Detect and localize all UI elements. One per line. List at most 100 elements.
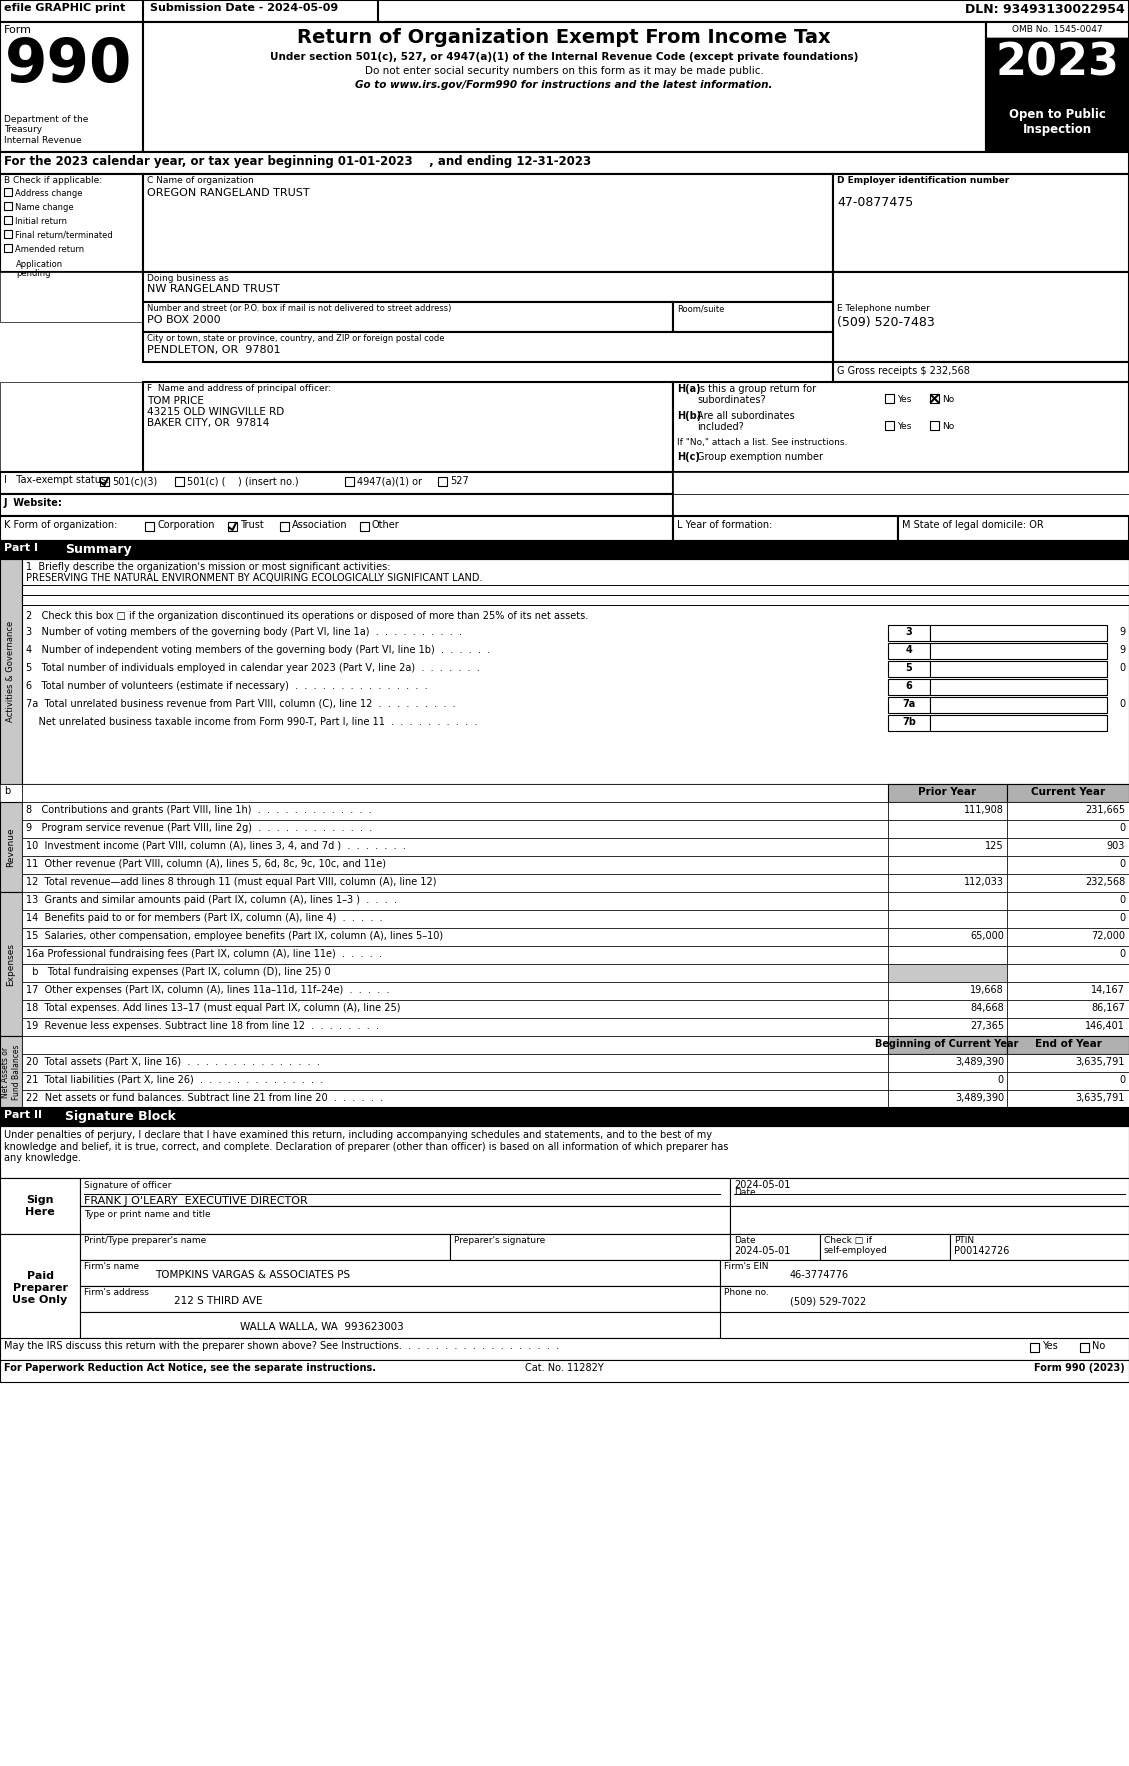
Bar xyxy=(889,909,1007,927)
Text: Signature of officer: Signature of officer xyxy=(84,1181,172,1190)
Text: 2   Check this box □ if the organization discontinued its operations or disposed: 2 Check this box □ if the organization d… xyxy=(26,611,588,622)
Text: 7a  Total unrelated business revenue from Part VIII, column (C), line 12  .  .  : 7a Total unrelated business revenue from… xyxy=(26,699,456,708)
Bar xyxy=(889,660,930,676)
Bar xyxy=(21,819,889,839)
Text: Name change: Name change xyxy=(15,203,73,212)
Text: Type or print name and title: Type or print name and title xyxy=(84,1210,211,1219)
Text: 0: 0 xyxy=(1119,662,1124,673)
Bar xyxy=(833,272,1129,362)
Text: 11  Other revenue (Part VIII, column (A), lines 5, 6d, 8c, 9c, 10c, and 11e): 11 Other revenue (Part VIII, column (A),… xyxy=(26,858,386,869)
Bar xyxy=(1007,874,1129,892)
Text: Phone no.: Phone no. xyxy=(724,1287,769,1296)
Bar xyxy=(175,477,184,486)
Bar xyxy=(21,1054,889,1072)
Text: C Name of organization: C Name of organization xyxy=(147,177,254,185)
Text: b: b xyxy=(5,786,10,796)
Bar xyxy=(80,1312,720,1339)
Bar xyxy=(889,1017,1007,1037)
Bar xyxy=(930,678,1108,696)
Bar xyxy=(730,1234,820,1259)
Bar xyxy=(833,175,1129,272)
Bar xyxy=(889,1037,1007,1054)
Bar xyxy=(0,784,21,802)
Bar xyxy=(673,381,1129,472)
Text: 9   Program service revenue (Part VIII, line 2g)  .  .  .  .  .  .  .  .  .  .  : 9 Program service revenue (Part VIII, li… xyxy=(26,823,373,834)
Text: 990: 990 xyxy=(5,35,132,95)
Text: NW RANGELAND TRUST: NW RANGELAND TRUST xyxy=(147,284,280,293)
Text: 501(c) (    ) (insert no.): 501(c) ( ) (insert no.) xyxy=(187,477,299,486)
Bar xyxy=(145,523,154,532)
Bar xyxy=(1080,1342,1089,1353)
Text: 27,365: 27,365 xyxy=(970,1021,1004,1031)
Bar xyxy=(0,1107,1129,1127)
Text: 17  Other expenses (Part IX, column (A), lines 11a–11d, 11f–24e)  .  .  .  .  .: 17 Other expenses (Part IX, column (A), … xyxy=(26,985,390,994)
Bar xyxy=(438,477,447,486)
Text: I   Tax-exempt status:: I Tax-exempt status: xyxy=(5,475,110,486)
Text: 46-3774776: 46-3774776 xyxy=(790,1270,849,1280)
Text: Department of the
Treasury
Internal Revenue: Department of the Treasury Internal Reve… xyxy=(5,115,88,145)
Text: Net Assets or
Fund Balances: Net Assets or Fund Balances xyxy=(1,1044,20,1100)
Bar xyxy=(889,1000,1007,1017)
Bar xyxy=(1030,1342,1039,1353)
Text: Print/Type preparer's name: Print/Type preparer's name xyxy=(84,1236,207,1245)
Bar xyxy=(21,784,889,802)
Bar xyxy=(0,472,673,494)
Bar xyxy=(889,874,1007,892)
Text: 16a Professional fundraising fees (Part IX, column (A), line 11e)  .  .  .  .  .: 16a Professional fundraising fees (Part … xyxy=(26,948,382,959)
Text: 0: 0 xyxy=(998,1075,1004,1084)
Text: Open to Public
Inspection: Open to Public Inspection xyxy=(1008,108,1105,136)
Text: 14  Benefits paid to or for members (Part IX, column (A), line 4)  .  .  .  .  .: 14 Benefits paid to or for members (Part… xyxy=(26,913,383,924)
Bar xyxy=(889,947,1007,964)
Text: Revenue: Revenue xyxy=(7,826,16,867)
Bar xyxy=(885,394,894,403)
Text: Part II: Part II xyxy=(5,1111,42,1120)
Text: Under penalties of perjury, I declare that I have examined this return, includin: Under penalties of perjury, I declare th… xyxy=(5,1130,728,1164)
Text: 4: 4 xyxy=(905,645,912,655)
Bar xyxy=(0,560,21,784)
Bar xyxy=(0,175,143,272)
Bar xyxy=(930,625,1108,641)
Text: OMB No. 1545-0047: OMB No. 1545-0047 xyxy=(1012,25,1102,34)
Text: DLN: 93493130022954: DLN: 93493130022954 xyxy=(965,4,1124,16)
Text: 0: 0 xyxy=(1119,913,1124,924)
Text: 20  Total assets (Part X, line 16)  .  .  .  .  .  .  .  .  .  .  .  .  .  .  .: 20 Total assets (Part X, line 16) . . . … xyxy=(26,1058,320,1067)
Text: 3,489,390: 3,489,390 xyxy=(955,1058,1004,1067)
Text: 2024-05-01: 2024-05-01 xyxy=(734,1247,790,1256)
Text: Go to www.irs.gov/Form990 for instructions and the latest information.: Go to www.irs.gov/Form990 for instructio… xyxy=(356,79,772,90)
Bar xyxy=(889,982,1007,1000)
Text: Address change: Address change xyxy=(15,189,82,198)
Bar xyxy=(450,1234,730,1259)
Bar xyxy=(889,819,1007,839)
Bar xyxy=(0,21,143,152)
Text: Firm's EIN: Firm's EIN xyxy=(724,1263,769,1272)
Text: 0: 0 xyxy=(1119,823,1124,834)
Bar xyxy=(986,97,1129,152)
Bar xyxy=(930,394,939,403)
Bar xyxy=(1007,927,1129,947)
Text: M State of legal domicile: OR: M State of legal domicile: OR xyxy=(902,519,1043,530)
Text: 47-0877475: 47-0877475 xyxy=(837,196,913,208)
Text: K Form of organization:: K Form of organization: xyxy=(5,519,117,530)
Text: 15  Salaries, other compensation, employee benefits (Part IX, column (A), lines : 15 Salaries, other compensation, employe… xyxy=(26,931,443,941)
Bar xyxy=(21,1000,889,1017)
Bar xyxy=(730,1206,1129,1234)
Bar xyxy=(0,494,673,516)
Text: Corporation: Corporation xyxy=(157,519,215,530)
Text: Date: Date xyxy=(734,1236,755,1245)
Text: Amended return: Amended return xyxy=(15,245,85,254)
Bar xyxy=(0,516,673,540)
Text: 7b: 7b xyxy=(902,717,916,728)
Bar xyxy=(21,982,889,1000)
Bar xyxy=(5,215,12,224)
Text: FRANK J O'LEARY  EXECUTIVE DIRECTOR: FRANK J O'LEARY EXECUTIVE DIRECTOR xyxy=(84,1196,308,1206)
Text: Number and street (or P.O. box if mail is not delivered to street address): Number and street (or P.O. box if mail i… xyxy=(147,304,452,313)
Text: 2024-05-01: 2024-05-01 xyxy=(734,1180,790,1190)
Bar xyxy=(5,277,10,284)
Text: Signature Block: Signature Block xyxy=(65,1111,176,1123)
Bar xyxy=(889,927,1007,947)
Bar xyxy=(1007,909,1129,927)
Text: Sign
Here: Sign Here xyxy=(25,1196,55,1217)
Text: 5: 5 xyxy=(905,662,912,673)
Bar xyxy=(360,523,369,532)
Bar xyxy=(720,1286,1129,1312)
